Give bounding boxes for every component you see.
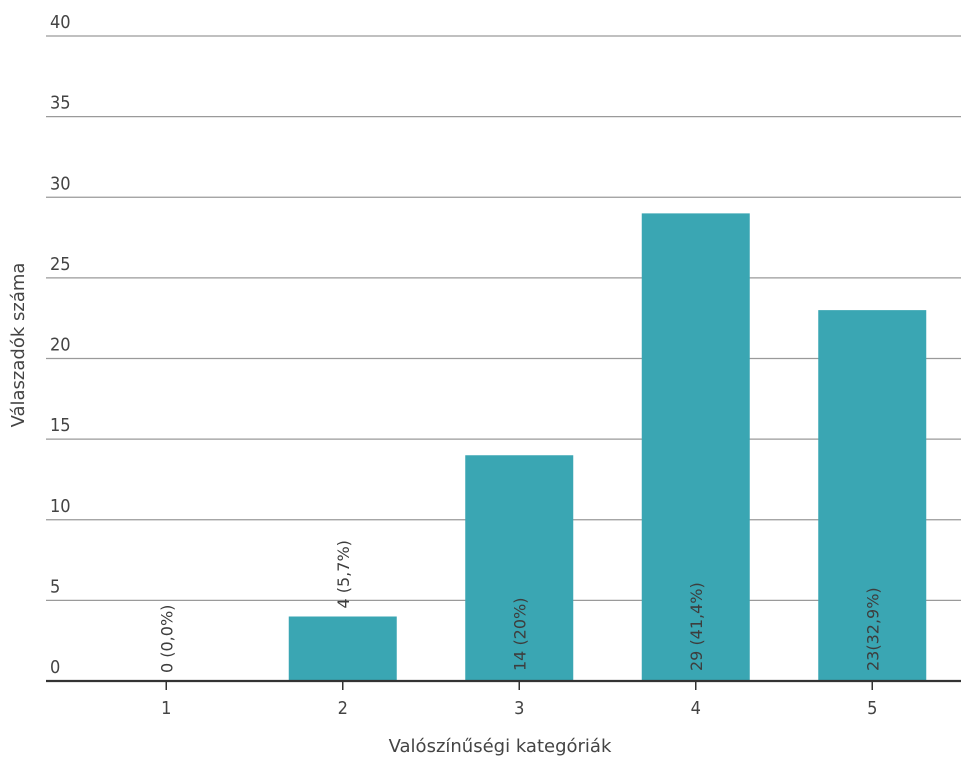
x-tick-label: 4 (691, 698, 701, 719)
x-tick-label: 5 (867, 698, 877, 719)
bar-data-labels: 0 (0,0%) 4 (5,7%) 14 (20%) 29 (41,4%) 23(32,… (157, 540, 882, 673)
bar-data-label: 4 (5,7%) (334, 540, 353, 608)
y-tick-label: 5 (50, 576, 60, 597)
x-tick-label: 3 (514, 698, 524, 719)
bar-data-label: 0 (0,0%) (157, 605, 176, 673)
y-tick-label: 40 (50, 12, 71, 33)
bar-data-label: 23(32,9%) (863, 587, 882, 671)
y-tick-label: 30 (50, 173, 71, 194)
y-tick-label: 25 (50, 254, 71, 275)
bar-4 (641, 213, 750, 681)
axes: 0 5 10 15 20 25 30 35 40 1 2 3 4 5 (46, 12, 961, 719)
bars (288, 213, 927, 681)
x-tick-label: 2 (338, 698, 348, 719)
y-tick-label: 15 (50, 415, 71, 436)
y-tick-label: 0 (50, 657, 60, 678)
x-axis-title: Valószínűségi kategóriák (389, 736, 612, 757)
y-tick-label: 10 (50, 496, 71, 517)
bar-data-label: 14 (20%) (510, 598, 529, 672)
y-tick-label: 20 (50, 335, 71, 356)
bar-2 (288, 616, 397, 681)
bar-5 (818, 310, 927, 681)
bar-3 (465, 455, 574, 681)
y-axis-title: Válaszadók száma (8, 263, 29, 428)
bar-data-label: 29 (41,4%) (687, 582, 706, 671)
y-tick-label: 35 (50, 93, 71, 114)
gridlines (46, 35, 961, 602)
x-tick-label: 1 (161, 698, 171, 719)
